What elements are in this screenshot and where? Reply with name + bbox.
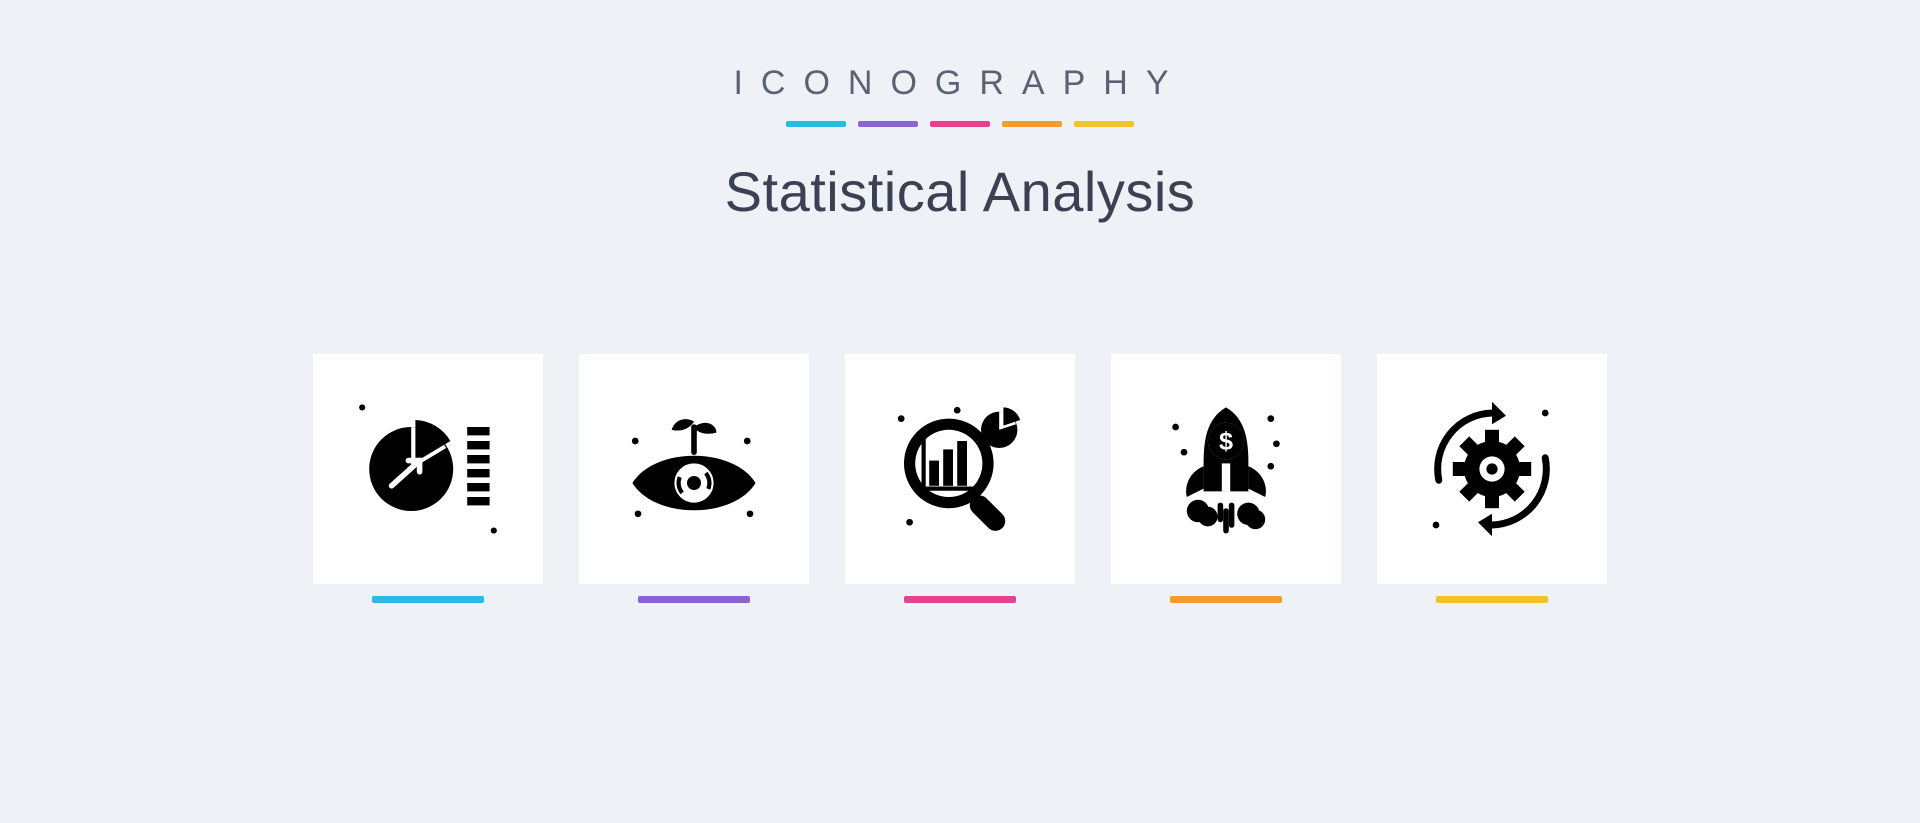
vision-growth-icon [624,399,764,539]
icon-tile[interactable] [313,354,543,584]
icon-tile[interactable] [579,354,809,584]
pack-title: Statistical Analysis [725,159,1196,224]
finance-rocket-launch-icon: $ [1156,399,1296,539]
icon-card [313,354,543,603]
icon-tile[interactable] [1377,354,1607,584]
icon-tile[interactable]: $ [1111,354,1341,584]
accent-bar [858,121,918,127]
accent-bar [1074,121,1134,127]
accent-bar [786,121,846,127]
accent-bar-row [786,121,1134,127]
data-analysis-search-icon [890,399,1030,539]
card-underline [1436,596,1548,603]
icon-tile[interactable] [845,354,1075,584]
card-underline [904,596,1016,603]
icon-pack-preview: ICONOGRAPHY Statistical Analysis [0,0,1920,823]
brand-label: ICONOGRAPHY [733,64,1186,103]
accent-bar [930,121,990,127]
icon-cards-row: $ [313,354,1607,603]
icon-card: $ [1111,354,1341,603]
accent-bar [1002,121,1062,127]
svg-text:$: $ [1219,427,1233,455]
icon-card [579,354,809,603]
process-cycle-gear-icon [1422,399,1562,539]
card-underline [638,596,750,603]
icon-card [1377,354,1607,603]
icon-card [845,354,1075,603]
card-underline [372,596,484,603]
pie-chart-growth-icon [358,399,498,539]
card-underline [1170,596,1282,603]
